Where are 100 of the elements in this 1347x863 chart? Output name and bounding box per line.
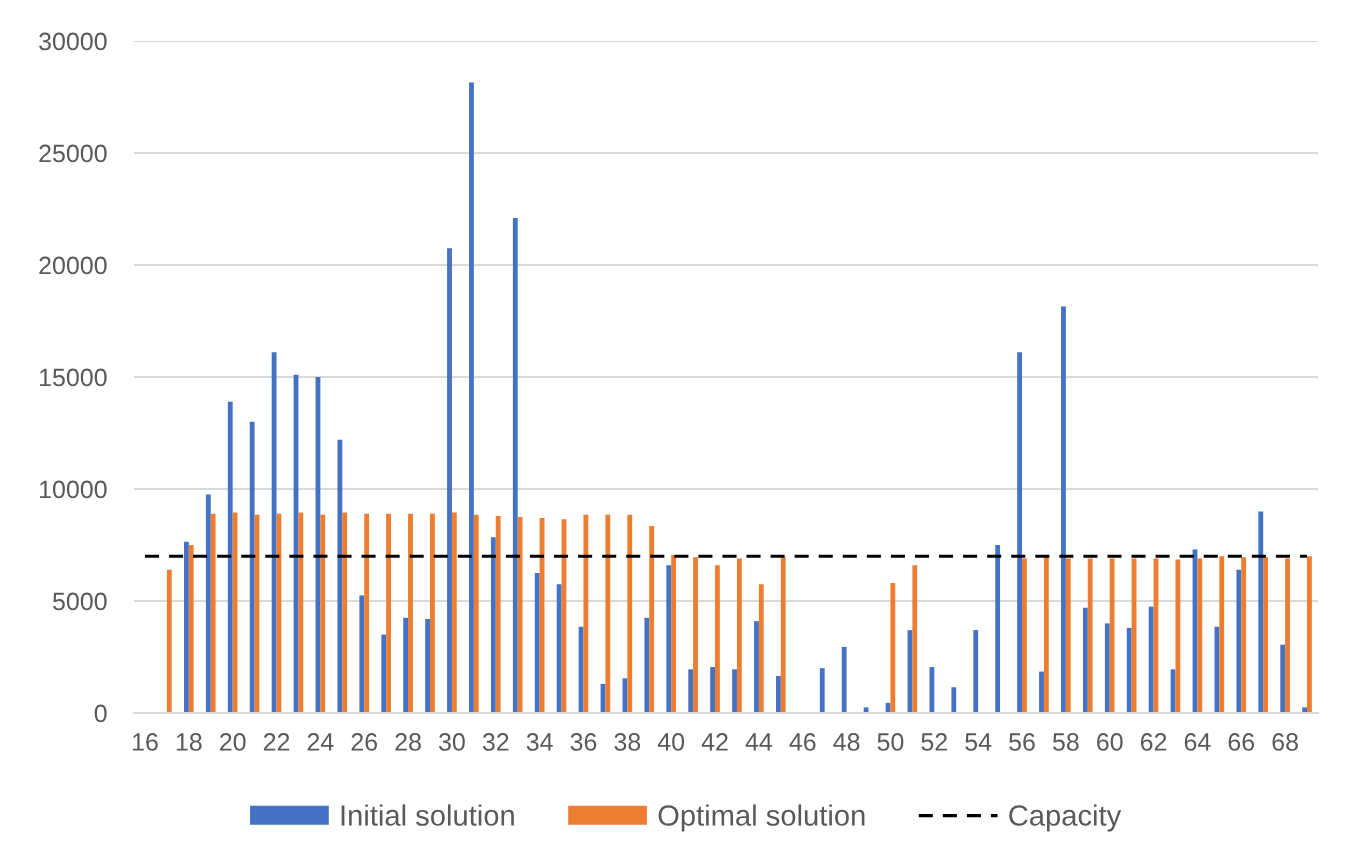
x-tick-label: 40 (657, 733, 685, 751)
bar (1219, 556, 1225, 713)
y-tick-label: 15000 (40, 368, 107, 387)
bar (929, 667, 935, 713)
x-tick-label: 38 (614, 733, 641, 751)
bar (249, 421, 255, 713)
x-tick-label: 54 (965, 733, 992, 751)
y-tick-label: 0 (94, 704, 107, 723)
bar (495, 515, 501, 713)
x-tick-label: 48 (833, 733, 860, 751)
bar (758, 584, 764, 713)
legend-label: Initial solution (341, 804, 514, 826)
bar (469, 82, 474, 713)
bar (693, 557, 698, 713)
x-tick-label: 66 (1228, 733, 1255, 751)
x-tick-label: 64 (1184, 733, 1211, 751)
bar (780, 557, 786, 713)
bar (364, 513, 370, 713)
bar (205, 494, 211, 713)
x-tick-label: 24 (307, 733, 334, 751)
y-tick-label: 10000 (40, 480, 107, 499)
bar (1197, 558, 1203, 713)
bar (819, 668, 825, 713)
x-tick-label: 18 (176, 733, 202, 751)
x-tick-label: 34 (526, 733, 553, 751)
bar (1043, 556, 1049, 713)
bar (627, 514, 633, 713)
bar (227, 401, 233, 713)
bar (298, 512, 304, 713)
bar (710, 667, 716, 713)
legend-label: Optimal solution (658, 804, 865, 832)
bar (430, 513, 435, 713)
bar (649, 525, 655, 713)
x-tick-label: 16 (132, 733, 158, 751)
bar (1065, 558, 1071, 713)
bar (166, 569, 172, 713)
x-tick-label: 32 (482, 733, 509, 751)
bar (1236, 569, 1242, 713)
bar (754, 621, 759, 713)
x-tick-label: 52 (921, 733, 947, 751)
bar (1104, 623, 1110, 713)
bar (556, 584, 562, 713)
bar (534, 573, 540, 713)
bar (841, 646, 847, 713)
x-tick-label: 36 (570, 733, 597, 751)
x-tick-label: 26 (351, 733, 378, 751)
bar (973, 630, 979, 713)
bar (517, 517, 523, 713)
bar (1263, 557, 1269, 713)
bar (1285, 558, 1290, 713)
bar (337, 439, 343, 713)
bar (1175, 559, 1181, 713)
bar (688, 669, 694, 713)
y-tick-label: 5000 (53, 592, 107, 611)
x-tick-label: 44 (745, 733, 773, 751)
bar (386, 513, 391, 713)
bar (512, 217, 518, 713)
x-tick-label: 46 (789, 733, 816, 751)
bar (863, 707, 869, 713)
bar (359, 595, 365, 713)
bar (425, 618, 430, 713)
bar (1241, 557, 1247, 713)
bar (890, 583, 896, 713)
bar (381, 634, 387, 713)
bar (1148, 606, 1154, 713)
bar (995, 545, 1001, 713)
bar (1126, 627, 1132, 713)
bar (183, 541, 189, 713)
bar (644, 617, 650, 713)
bar (451, 512, 457, 713)
bar (1087, 558, 1093, 713)
bar (951, 687, 957, 713)
y-tick-label: 20000 (39, 256, 107, 275)
bar (736, 558, 742, 713)
y-tick-label: 25000 (39, 144, 107, 163)
bar (1017, 352, 1022, 713)
x-tick-label: 42 (701, 733, 728, 751)
bar (666, 565, 672, 713)
x-tick-label: 68 (1272, 733, 1298, 751)
bar (447, 248, 452, 713)
x-tick-label: 58 (1052, 733, 1079, 751)
bar (1109, 558, 1115, 713)
legend-label: Capacity (1009, 804, 1122, 832)
bar (715, 565, 720, 713)
bar (473, 514, 479, 713)
bar (1061, 306, 1066, 713)
bar (1039, 671, 1044, 713)
bar (1082, 607, 1088, 713)
bar (271, 352, 277, 713)
bar (210, 513, 216, 713)
bar (605, 514, 611, 713)
bar (912, 565, 918, 713)
x-tick-label: 60 (1097, 733, 1123, 751)
bar (188, 545, 194, 713)
bar (671, 555, 677, 713)
bar (342, 512, 348, 713)
x-tick-label: 22 (263, 733, 290, 751)
x-tick-label: 50 (877, 733, 904, 751)
bar (1258, 511, 1264, 713)
bar (1302, 707, 1308, 713)
